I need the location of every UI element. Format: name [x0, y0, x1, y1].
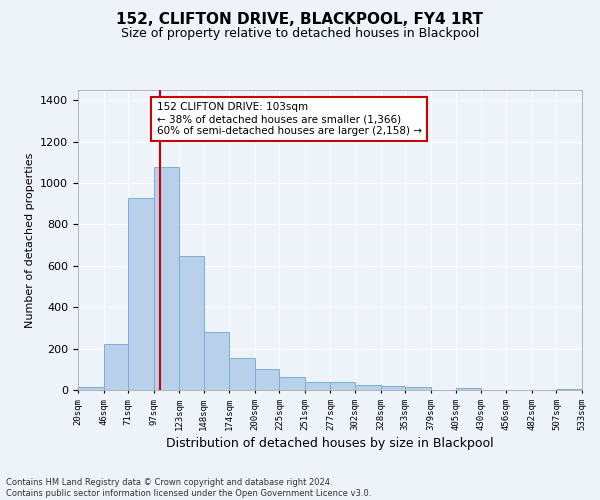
Bar	[255, 370, 280, 390]
Bar	[128, 198, 154, 390]
Bar	[179, 256, 204, 390]
Bar	[456, 388, 481, 390]
Bar	[104, 344, 128, 390]
Bar	[229, 358, 255, 390]
Bar	[280, 376, 305, 390]
Bar	[380, 386, 405, 390]
Bar	[556, 389, 582, 390]
Text: 152 CLIFTON DRIVE: 103sqm
← 38% of detached houses are smaller (1,366)
60% of se: 152 CLIFTON DRIVE: 103sqm ← 38% of detac…	[157, 102, 422, 136]
Y-axis label: Number of detached properties: Number of detached properties	[25, 152, 35, 328]
Text: Size of property relative to detached houses in Blackpool: Size of property relative to detached ho…	[121, 28, 479, 40]
Bar	[405, 387, 431, 390]
Bar	[204, 332, 229, 390]
Text: 152, CLIFTON DRIVE, BLACKPOOL, FY4 1RT: 152, CLIFTON DRIVE, BLACKPOOL, FY4 1RT	[116, 12, 484, 28]
Text: Contains HM Land Registry data © Crown copyright and database right 2024.
Contai: Contains HM Land Registry data © Crown c…	[6, 478, 371, 498]
Bar	[78, 387, 104, 390]
X-axis label: Distribution of detached houses by size in Blackpool: Distribution of detached houses by size …	[166, 437, 494, 450]
Bar	[331, 382, 355, 390]
Bar	[154, 166, 179, 390]
Bar	[305, 382, 331, 390]
Bar	[355, 385, 380, 390]
